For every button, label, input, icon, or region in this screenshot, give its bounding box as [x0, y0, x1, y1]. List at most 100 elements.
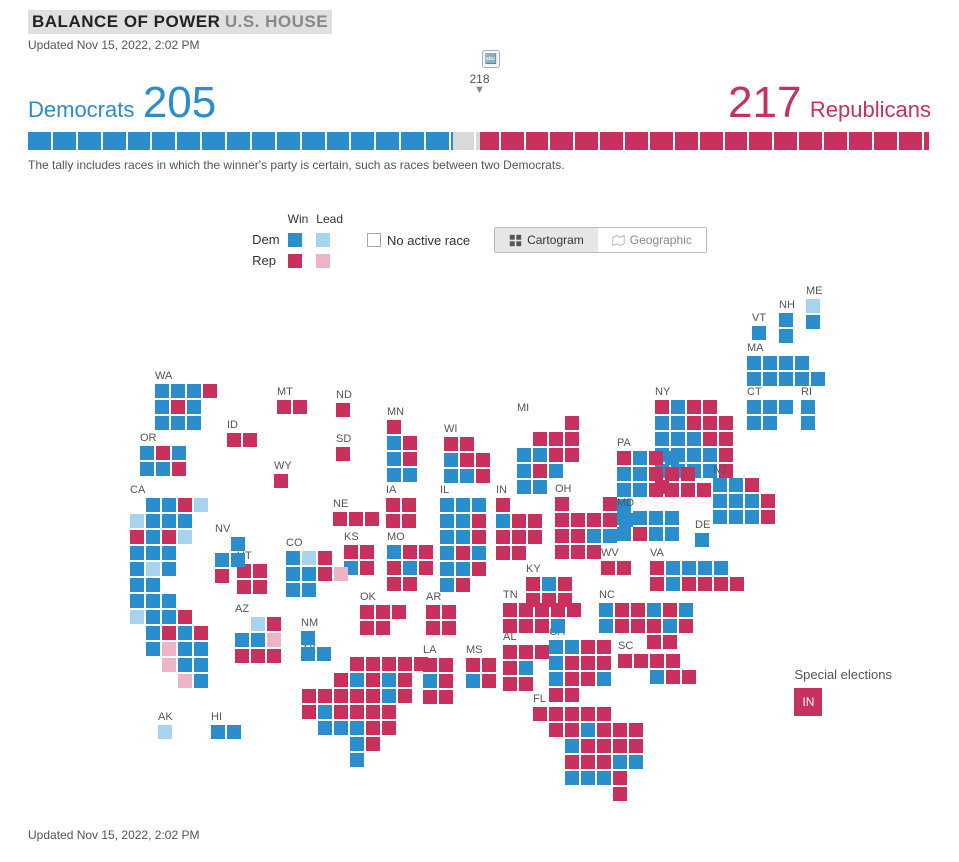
district[interactable] [649, 451, 663, 465]
district[interactable] [366, 705, 380, 719]
district[interactable] [251, 617, 265, 631]
district[interactable] [444, 453, 458, 467]
district[interactable] [581, 739, 595, 753]
district[interactable] [155, 384, 169, 398]
district[interactable] [334, 567, 348, 581]
district[interactable] [597, 656, 611, 670]
district[interactable] [215, 569, 229, 583]
district[interactable] [442, 621, 456, 635]
district[interactable] [634, 654, 648, 668]
district[interactable] [251, 633, 265, 647]
district[interactable] [519, 645, 533, 659]
district[interactable] [426, 605, 440, 619]
district[interactable] [386, 498, 400, 512]
district[interactable] [302, 583, 316, 597]
district[interactable] [472, 498, 486, 512]
district[interactable] [382, 673, 396, 687]
district[interactable] [366, 721, 380, 735]
district[interactable] [334, 673, 348, 687]
district[interactable] [649, 511, 663, 525]
district[interactable] [403, 561, 417, 575]
district[interactable] [713, 478, 727, 492]
district[interactable] [649, 527, 663, 541]
district[interactable] [565, 416, 579, 430]
district[interactable] [587, 529, 601, 543]
district[interactable] [386, 514, 400, 528]
district[interactable] [565, 755, 579, 769]
district[interactable] [665, 527, 679, 541]
district[interactable] [617, 467, 631, 481]
district[interactable] [719, 448, 733, 462]
district[interactable] [130, 594, 144, 608]
district[interactable] [482, 674, 496, 688]
district[interactable] [682, 670, 696, 684]
district[interactable] [130, 610, 144, 624]
district[interactable] [597, 771, 611, 785]
district[interactable] [633, 467, 647, 481]
district[interactable] [650, 654, 664, 668]
district[interactable] [155, 416, 169, 430]
district[interactable] [681, 483, 695, 497]
district[interactable] [617, 561, 631, 575]
district[interactable] [235, 649, 249, 663]
district[interactable] [806, 315, 820, 329]
district[interactable] [633, 527, 647, 541]
district[interactable] [456, 562, 470, 576]
district[interactable] [267, 617, 281, 631]
district[interactable] [601, 561, 615, 575]
district[interactable] [599, 603, 613, 617]
district[interactable] [613, 739, 627, 753]
district[interactable] [581, 755, 595, 769]
district[interactable] [519, 677, 533, 691]
district[interactable] [795, 356, 809, 370]
district[interactable] [650, 561, 664, 575]
district[interactable] [533, 464, 547, 478]
district[interactable] [613, 771, 627, 785]
district[interactable] [187, 400, 201, 414]
district[interactable] [666, 577, 680, 591]
district[interactable] [647, 603, 661, 617]
district[interactable] [466, 658, 480, 672]
district[interactable] [360, 621, 374, 635]
district[interactable] [655, 416, 669, 430]
district[interactable] [178, 498, 192, 512]
district[interactable] [496, 514, 510, 528]
district[interactable] [650, 577, 664, 591]
district[interactable] [519, 661, 533, 675]
district[interactable] [456, 514, 470, 528]
district[interactable] [382, 721, 396, 735]
district[interactable] [503, 603, 517, 617]
district[interactable] [528, 530, 542, 544]
district[interactable] [274, 474, 288, 488]
district[interactable] [403, 452, 417, 466]
district[interactable] [517, 448, 531, 462]
district[interactable] [517, 464, 531, 478]
district[interactable] [687, 416, 701, 430]
district[interactable] [162, 642, 176, 656]
district[interactable] [146, 642, 160, 656]
district[interactable] [162, 626, 176, 640]
district[interactable] [729, 494, 743, 508]
district[interactable] [549, 707, 563, 721]
district[interactable] [565, 448, 579, 462]
district[interactable] [763, 372, 777, 386]
district[interactable] [439, 658, 453, 672]
district[interactable] [476, 469, 490, 483]
district[interactable] [403, 545, 417, 559]
district[interactable] [747, 356, 761, 370]
district[interactable] [603, 513, 617, 527]
district[interactable] [382, 705, 396, 719]
district[interactable] [336, 403, 350, 417]
district[interactable] [603, 497, 617, 511]
district[interactable] [551, 619, 565, 633]
district[interactable] [158, 725, 172, 739]
district[interactable] [162, 658, 176, 672]
district[interactable] [779, 372, 793, 386]
district[interactable] [440, 530, 454, 544]
district[interactable] [763, 400, 777, 414]
district[interactable] [565, 432, 579, 446]
district[interactable] [747, 416, 761, 430]
district[interactable] [535, 645, 549, 659]
district[interactable] [382, 657, 396, 671]
district[interactable] [211, 725, 225, 739]
